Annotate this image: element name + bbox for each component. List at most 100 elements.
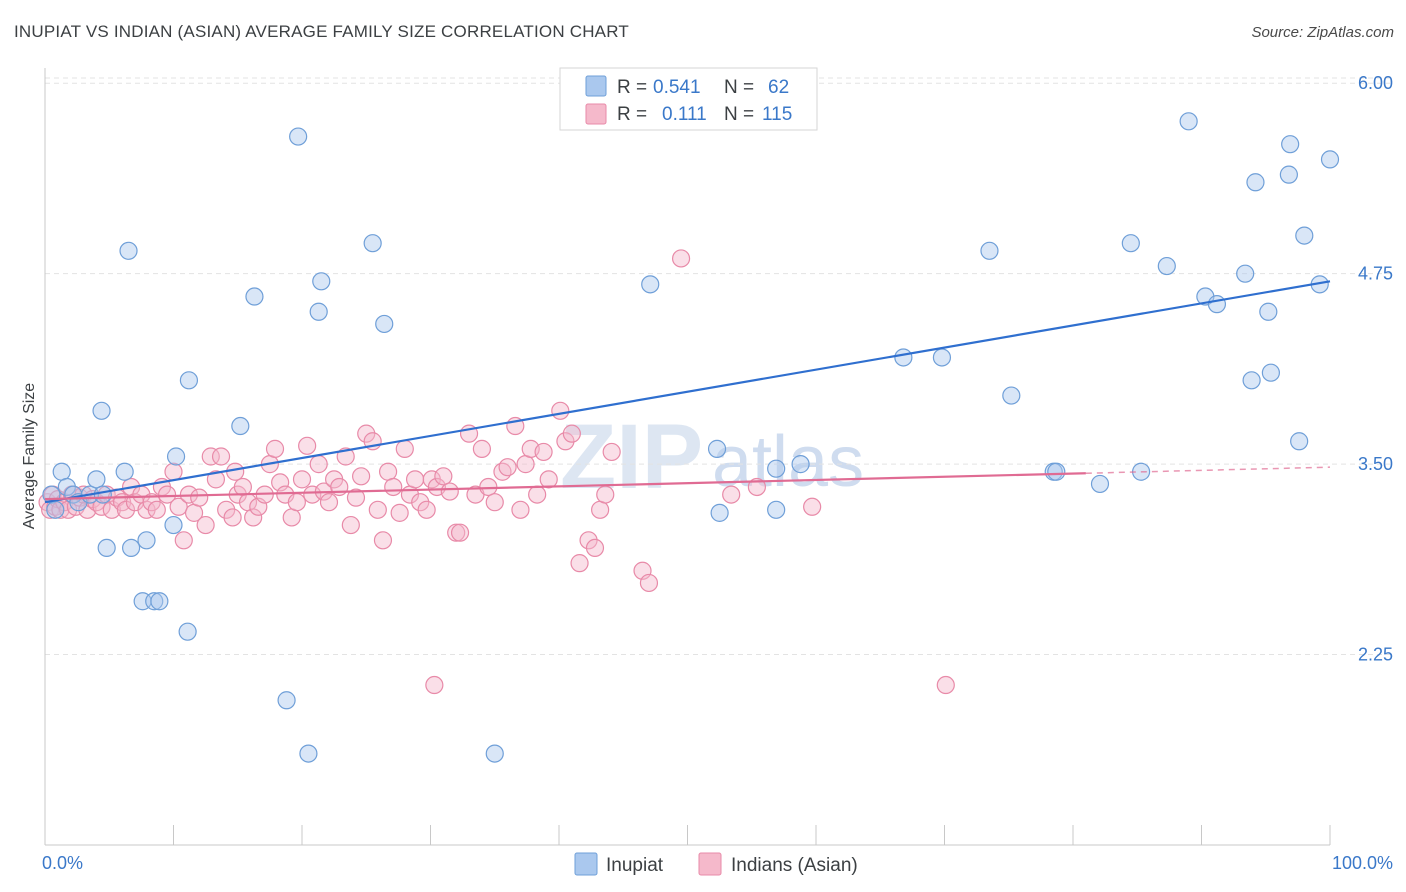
trend-lines xyxy=(44,280,1331,504)
data-point xyxy=(498,458,517,477)
data-point xyxy=(157,485,177,504)
axes xyxy=(44,68,1331,846)
data-point xyxy=(411,493,430,512)
stats-legend: R = 0.541 N = 62 R = 0.111 N = 115 xyxy=(559,67,818,131)
data-point xyxy=(121,538,141,558)
series-inupiat-points xyxy=(42,112,1340,763)
data-point xyxy=(201,447,220,466)
data-point xyxy=(1090,474,1110,494)
y-tick-label: 2.25 xyxy=(1358,645,1393,665)
data-point xyxy=(357,424,376,443)
data-point xyxy=(1047,462,1066,481)
data-point xyxy=(378,462,398,481)
trend-line-indians-asian-extrapolated xyxy=(1085,466,1331,474)
data-point xyxy=(710,503,729,522)
data-point xyxy=(1236,264,1255,283)
data-point xyxy=(1121,234,1140,253)
data-point xyxy=(233,477,252,497)
legend-n-value-2: 115 xyxy=(762,104,792,125)
data-point xyxy=(591,500,610,519)
data-point xyxy=(179,371,199,390)
data-point xyxy=(93,485,112,504)
data-point xyxy=(1259,302,1278,321)
data-point xyxy=(528,485,547,504)
data-point xyxy=(425,675,444,695)
data-point xyxy=(1320,150,1340,169)
data-point xyxy=(309,302,328,321)
data-point xyxy=(169,497,188,516)
data-point xyxy=(166,447,186,466)
legend-r-value-2: 0.111 xyxy=(662,104,707,125)
data-point xyxy=(390,503,409,522)
gridlines xyxy=(45,77,1390,656)
data-point xyxy=(174,531,193,550)
bottom-legend-inupiat: Inupiat xyxy=(606,855,664,876)
data-point xyxy=(936,675,955,695)
data-point xyxy=(585,538,605,558)
data-point xyxy=(245,287,264,306)
data-point xyxy=(472,439,491,458)
data-point xyxy=(147,500,166,519)
data-point xyxy=(299,744,318,763)
data-point xyxy=(639,573,659,593)
y-tick-label: 4.75 xyxy=(1358,264,1393,284)
data-point xyxy=(211,447,231,466)
data-point xyxy=(312,272,331,291)
data-point xyxy=(97,538,116,558)
data-point xyxy=(1179,112,1198,131)
data-point xyxy=(747,477,766,497)
data-point xyxy=(570,554,589,573)
data-point xyxy=(346,488,366,507)
data-point xyxy=(485,744,504,763)
y-tick-labels: 2.25 3.50 4.75 6.00 xyxy=(1358,73,1393,664)
data-point xyxy=(226,462,245,481)
data-point xyxy=(596,485,615,504)
data-point xyxy=(145,592,164,611)
data-point xyxy=(384,477,403,497)
data-point xyxy=(87,470,106,489)
data-point xyxy=(57,477,76,497)
data-point xyxy=(119,241,138,260)
trend-line-indians-asian xyxy=(44,472,1086,501)
data-point xyxy=(217,500,236,519)
data-point xyxy=(1261,363,1280,382)
bottom-legend-swatch-indians-asian xyxy=(698,852,722,876)
data-point xyxy=(671,249,691,268)
data-point xyxy=(282,508,301,527)
legend-n-label-2: N = xyxy=(724,104,754,125)
data-point xyxy=(767,459,786,478)
trend-line-inupiat xyxy=(44,280,1331,504)
x-tick-label-max: 100.0% xyxy=(1332,853,1393,873)
series-indians-asian-points xyxy=(38,249,955,695)
data-point xyxy=(707,439,727,458)
data-point xyxy=(1002,386,1021,405)
data-point xyxy=(298,436,317,455)
data-point xyxy=(450,523,470,542)
data-point xyxy=(405,470,425,489)
data-point xyxy=(932,348,952,367)
data-point xyxy=(791,455,810,474)
data-point xyxy=(485,493,504,512)
data-point xyxy=(516,455,535,474)
data-point xyxy=(277,691,296,710)
data-point xyxy=(223,508,242,527)
data-point xyxy=(196,515,215,535)
bottom-legend-swatch-inupiat xyxy=(574,852,598,876)
data-point xyxy=(178,622,197,641)
data-point xyxy=(447,523,466,542)
data-point xyxy=(289,127,308,146)
data-point xyxy=(231,416,250,436)
data-point xyxy=(767,500,786,519)
data-point xyxy=(368,500,387,519)
data-point xyxy=(1295,226,1314,245)
data-point xyxy=(319,493,339,512)
legend-swatch-inupiat xyxy=(585,75,607,97)
data-point xyxy=(562,424,581,443)
data-point xyxy=(115,462,134,481)
x-tick-label-min: 0.0% xyxy=(42,853,83,873)
x-tick-labels: 0.0% 100.0% xyxy=(42,853,1393,873)
legend-n-label-1: N = xyxy=(724,77,754,98)
data-point xyxy=(579,531,598,550)
data-point xyxy=(539,470,558,489)
